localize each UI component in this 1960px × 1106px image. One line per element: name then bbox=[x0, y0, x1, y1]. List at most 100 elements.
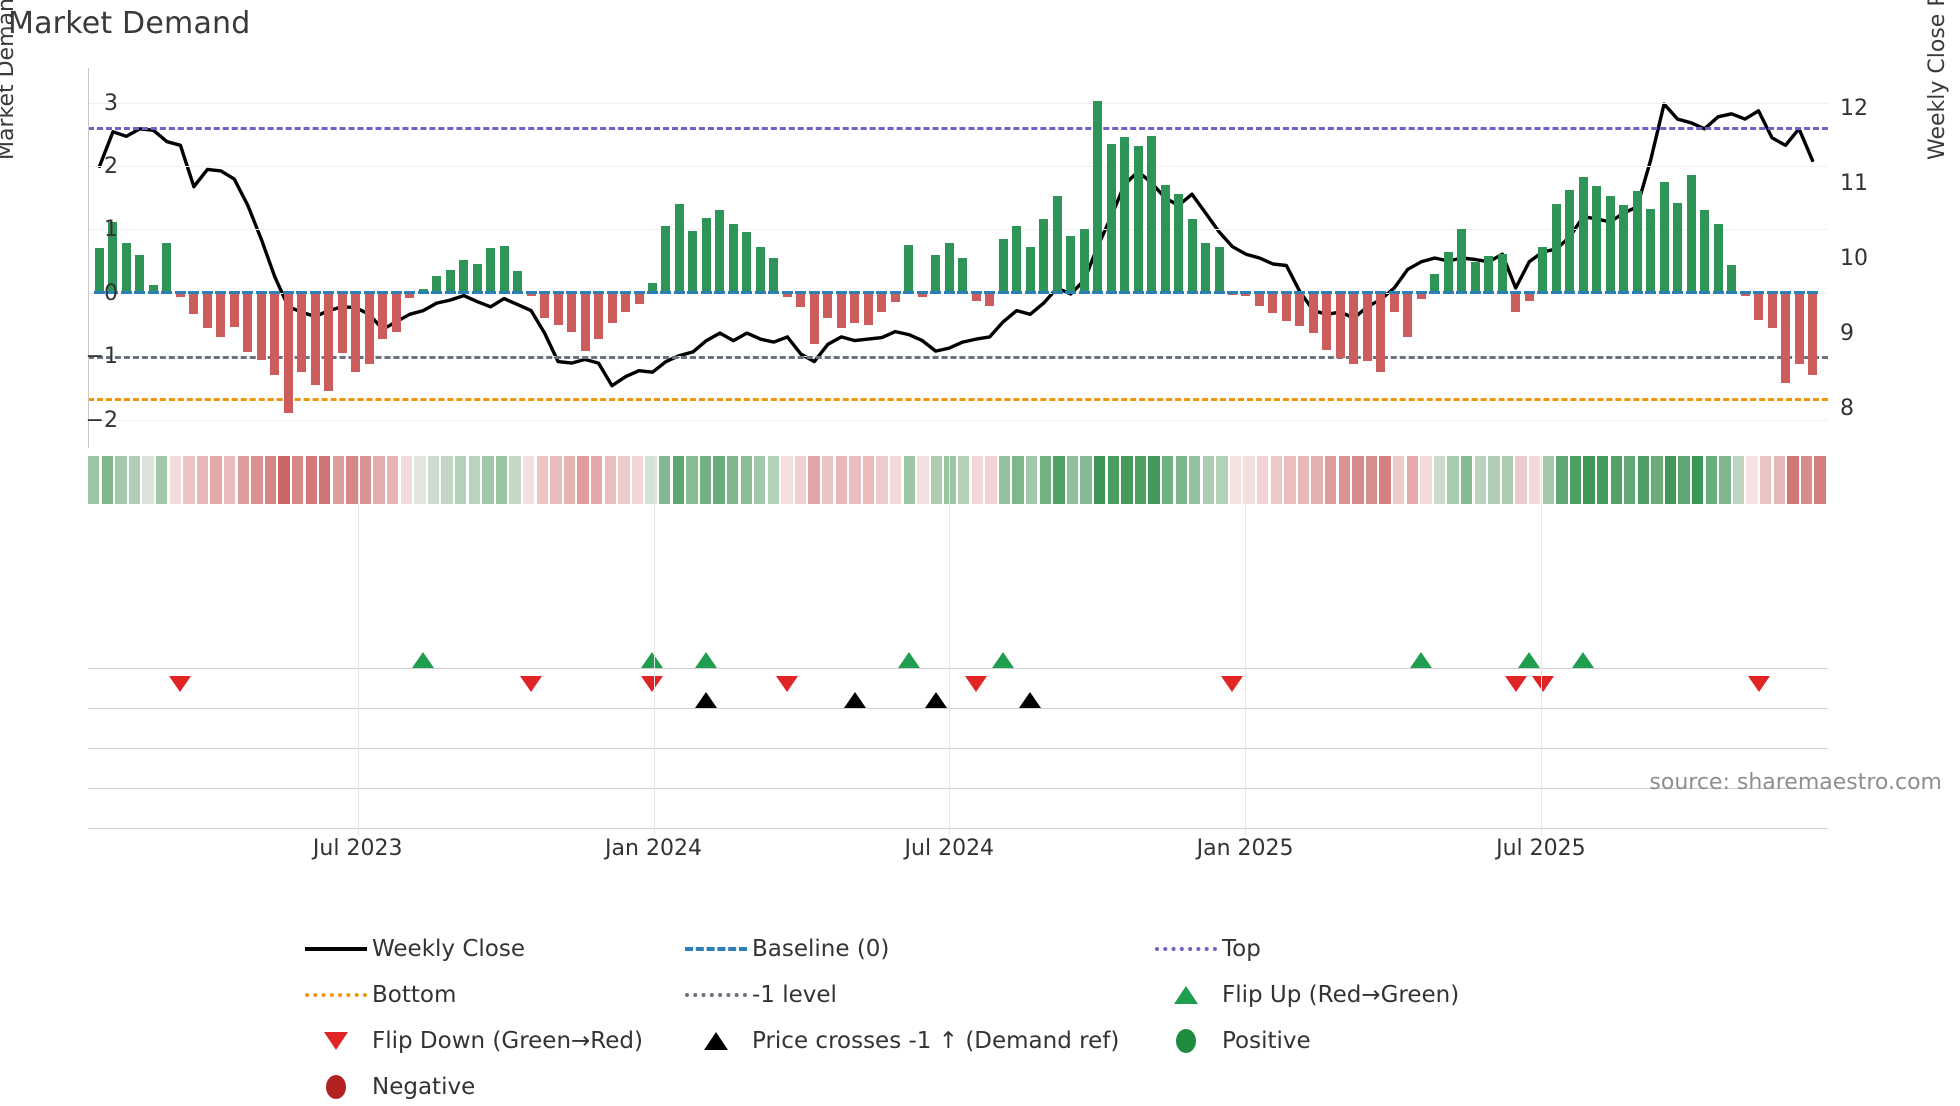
baseline-segment bbox=[1753, 291, 1765, 295]
price-cross-marker bbox=[695, 692, 718, 708]
baseline-segment bbox=[566, 291, 578, 295]
demand-bar bbox=[1646, 209, 1656, 293]
baseline-segment bbox=[1092, 291, 1104, 295]
y-tick-left: 3 bbox=[104, 90, 118, 116]
demand-bar bbox=[1066, 235, 1076, 293]
legend-item[interactable]: Top bbox=[1150, 930, 1610, 968]
baseline-segment bbox=[309, 291, 321, 295]
x-gridline bbox=[1245, 456, 1247, 836]
baseline-segment bbox=[673, 291, 685, 295]
heat-cell bbox=[740, 456, 752, 504]
heat-cell bbox=[1311, 456, 1323, 504]
heat-cell bbox=[1624, 456, 1636, 504]
x-tick-label: Jan 2024 bbox=[605, 836, 702, 861]
heat-cell bbox=[1406, 456, 1418, 504]
baseline-segment bbox=[161, 291, 173, 295]
legend-label: -1 level bbox=[752, 982, 837, 1008]
legend-item[interactable]: -1 level bbox=[680, 976, 1150, 1014]
heat-cell bbox=[414, 456, 426, 504]
baseline-segment bbox=[930, 291, 942, 295]
baseline-segment bbox=[1577, 291, 1589, 295]
heat-cell bbox=[1692, 456, 1704, 504]
demand-bar bbox=[1754, 292, 1764, 320]
demand-bar bbox=[674, 204, 684, 293]
flip-up-marker bbox=[1572, 652, 1595, 668]
flip-down-marker bbox=[1221, 676, 1244, 692]
demand-bar bbox=[1470, 262, 1480, 293]
legend-item[interactable]: Negative bbox=[300, 1068, 680, 1106]
y-axis-left-label: Market Demand bbox=[0, 0, 19, 160]
baseline-segment bbox=[1510, 291, 1522, 295]
demand-bar bbox=[701, 218, 711, 293]
baseline-segment bbox=[417, 291, 429, 295]
legend-item[interactable]: Flip Up (Red→Green) bbox=[1150, 976, 1610, 1014]
baseline-segment bbox=[822, 291, 834, 295]
demand-bar bbox=[823, 292, 833, 319]
demand-bar bbox=[998, 238, 1008, 293]
demand-bar bbox=[1484, 256, 1494, 293]
demand-bar bbox=[1538, 247, 1548, 293]
demand-bar bbox=[1592, 186, 1602, 293]
baseline-segment bbox=[1159, 291, 1171, 295]
demand-bar bbox=[1335, 292, 1345, 358]
reference-line-bottom bbox=[88, 397, 1828, 401]
legend-circle-icon bbox=[300, 1075, 372, 1099]
heat-cell bbox=[1229, 456, 1242, 504]
demand-bar bbox=[1497, 253, 1507, 293]
demand-bar bbox=[175, 292, 185, 297]
demand-bar bbox=[661, 225, 671, 293]
heat-cell bbox=[210, 456, 222, 504]
legend-dashed-line-icon bbox=[680, 947, 752, 951]
heat-cell bbox=[1325, 456, 1337, 504]
demand-bar bbox=[486, 248, 496, 293]
x-gridline bbox=[949, 456, 951, 836]
baseline-segment bbox=[1078, 291, 1090, 295]
demand-bar bbox=[796, 292, 806, 307]
demand-bar bbox=[985, 292, 995, 306]
legend-triangle-down-icon bbox=[300, 1032, 372, 1050]
heat-cell bbox=[849, 456, 861, 504]
baseline-segment bbox=[1631, 291, 1643, 295]
baseline-segment bbox=[512, 291, 524, 295]
demand-bar bbox=[647, 282, 657, 293]
demand-bar bbox=[1673, 202, 1683, 293]
heat-cell bbox=[645, 456, 657, 504]
source-attribution: source: sharemaestro.com bbox=[1649, 770, 1942, 795]
baseline-segment bbox=[1321, 291, 1333, 295]
demand-bar bbox=[256, 292, 266, 360]
heat-cell bbox=[1393, 456, 1405, 504]
legend-line-icon bbox=[300, 947, 372, 951]
baseline-segment bbox=[323, 291, 335, 295]
heat-cell bbox=[1637, 456, 1650, 504]
demand-bar bbox=[1093, 101, 1103, 293]
baseline-segment bbox=[741, 291, 753, 295]
flip-down-marker bbox=[1531, 676, 1554, 692]
heat-cell bbox=[1270, 456, 1283, 504]
baseline-segment bbox=[1658, 291, 1670, 295]
demand-bar bbox=[594, 292, 604, 340]
baseline-segment bbox=[363, 291, 375, 295]
demand-bar bbox=[553, 292, 563, 325]
demand-bar bbox=[324, 292, 334, 392]
demand-bar bbox=[1106, 143, 1116, 293]
demand-bar bbox=[1605, 196, 1615, 293]
legend-item[interactable]: Bottom bbox=[300, 976, 680, 1014]
legend-item[interactable]: Baseline (0) bbox=[680, 930, 1150, 968]
heat-cell bbox=[400, 456, 413, 504]
heat-cell bbox=[1093, 456, 1106, 504]
legend-item[interactable]: Positive bbox=[1150, 1022, 1610, 1060]
baseline-segment bbox=[835, 291, 847, 295]
legend-item[interactable]: Weekly Close bbox=[300, 930, 680, 968]
demand-bar bbox=[1430, 273, 1440, 293]
demand-bar bbox=[890, 292, 900, 302]
legend-item[interactable]: Flip Down (Green→Red) bbox=[300, 1022, 680, 1060]
heat-cell bbox=[1107, 456, 1119, 504]
baseline-segment bbox=[1685, 291, 1697, 295]
demand-bar bbox=[526, 292, 536, 297]
legend-item[interactable]: Price crosses -1 ↑ (Demand ref) bbox=[680, 1022, 1150, 1060]
heat-cell bbox=[1719, 456, 1731, 504]
legend-triangle-up-icon bbox=[1150, 986, 1222, 1004]
demand-bar bbox=[108, 221, 118, 293]
heat-cell bbox=[577, 456, 589, 504]
baseline-segment bbox=[1240, 291, 1252, 295]
